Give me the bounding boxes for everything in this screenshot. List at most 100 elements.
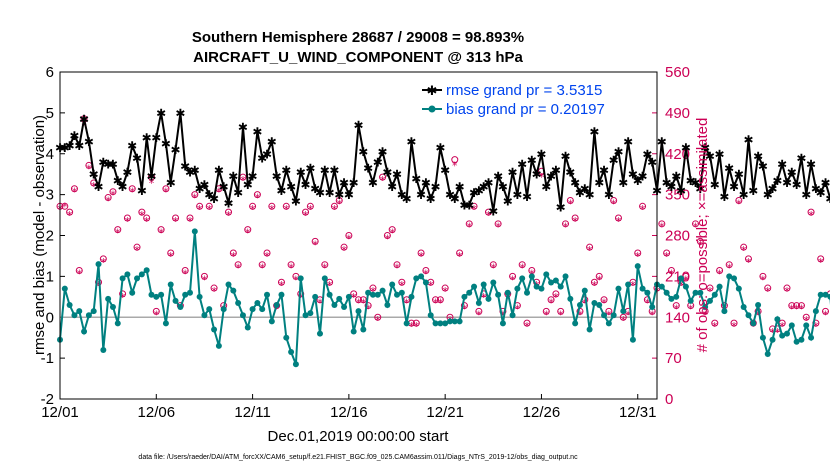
right-y-tick-label: 490 [665, 105, 690, 122]
rmse-point: ✱ [758, 160, 768, 174]
obs-assimilated-point: * [601, 297, 607, 310]
bias-point [442, 320, 449, 327]
obs-assimilated-point: * [558, 308, 564, 321]
obs-assimilated-point: * [414, 320, 420, 333]
rmse-point: ✱ [739, 188, 749, 202]
rmse-point: ✱ [387, 180, 397, 194]
obs-assimilated-point: * [105, 194, 111, 207]
obs-assimilated-point: * [168, 250, 174, 263]
obs-possible-point [191, 191, 199, 199]
rmse-point: ✱ [541, 180, 551, 194]
rmse-point: ✱ [705, 149, 715, 163]
obs-assimilated-point: * [616, 215, 622, 228]
bias-point [509, 312, 516, 319]
bias-point [302, 312, 309, 319]
bias-point [239, 312, 246, 319]
y-tick-label: 0 [46, 309, 54, 326]
rmse-point: ✱ [406, 135, 416, 149]
rmse-point: ✱ [349, 176, 359, 190]
bias-point [326, 291, 333, 298]
rmse-point: ✱ [532, 168, 542, 182]
rmse-point: ✱ [609, 153, 619, 167]
obs-assimilated-point: * [736, 197, 742, 210]
bias-point [100, 346, 107, 353]
bias-point [731, 275, 738, 282]
obs-assimilated-point: * [341, 244, 347, 257]
obs-possible-point [104, 194, 112, 202]
rmse-point: ✱ [796, 151, 806, 165]
obs-possible-point [552, 290, 560, 298]
obs-assimilated-point: * [279, 279, 285, 292]
obs-assimilated-point: * [568, 197, 574, 210]
rmse-point: ✱ [618, 176, 628, 190]
obs-possible-point [258, 261, 266, 269]
rmse-point: ✱ [787, 166, 797, 180]
bias-point [750, 320, 757, 327]
obs-assimilated-markers: * ********** ******* **********************… [57, 119, 830, 339]
obs-assimilated-point: * [327, 279, 333, 292]
obs-possible-point [167, 249, 175, 257]
y-tick-label: 5 [46, 105, 54, 122]
obs-assimilated-point: * [442, 285, 448, 298]
obs-assimilated-point: * [794, 302, 800, 315]
obs-possible-point [547, 296, 555, 304]
obs-possible-point [586, 243, 594, 251]
obs-assimilated-point: * [332, 203, 338, 216]
rmse-point: ✱ [666, 180, 676, 194]
rmse-point: ✱ [411, 172, 421, 186]
obs-assimilated-point: * [625, 308, 631, 321]
left-y-axis: -2 -1 0 1 2 3 4 5 6 [41, 64, 65, 408]
rmse-point: ✱ [161, 137, 171, 151]
x-tick-label: 12/16 [330, 404, 368, 421]
right-y-tick-label: 70 [665, 350, 682, 367]
obs-assimilated-point: * [423, 267, 429, 280]
obs-possible-point [475, 307, 483, 315]
rmse-point: ✱ [825, 192, 830, 206]
bias-point [177, 304, 184, 311]
obs-assimilated-point: * [144, 215, 150, 228]
obs-assimilated-point: * [702, 308, 708, 321]
obs-possible-point [725, 261, 733, 269]
bias-point [167, 281, 174, 288]
obs-assimilated-point: * [693, 221, 699, 234]
obs-assimilated-point: * [356, 297, 362, 310]
obs-assimilated-point: * [163, 186, 169, 199]
bias-series [57, 228, 830, 368]
y-tick-label: 3 [46, 187, 54, 204]
bias-point [692, 289, 699, 296]
obs-possible-point [210, 284, 218, 292]
bias-point [499, 320, 506, 327]
rmse-point: ✱ [190, 164, 200, 178]
rmse-point: ✱ [329, 164, 339, 178]
obs-assimilated-point: * [823, 308, 829, 321]
bias-point [129, 289, 136, 296]
bias-point [186, 289, 193, 296]
rmse-point: ✱ [118, 180, 128, 194]
rmse-point: ✱ [180, 160, 190, 174]
obs-possible-point [249, 202, 257, 210]
bias-point [360, 326, 367, 333]
rmse-point: ✱ [325, 186, 335, 200]
rmse-point: ✱ [108, 157, 118, 171]
bias-point [244, 324, 251, 331]
bias-point [61, 285, 68, 292]
rmse-point: ✱ [690, 176, 700, 190]
y-tick-label: 1 [46, 268, 54, 285]
obs-possible-point [590, 278, 598, 286]
obs-possible-point [75, 267, 83, 275]
bias-point [514, 285, 521, 292]
bias-point [687, 297, 694, 304]
obs-assimilated-point: * [312, 238, 318, 251]
rmse-point: ✱ [681, 141, 691, 155]
obs-assimilated-point: * [77, 267, 83, 280]
rmse-point: ✱ [435, 141, 445, 155]
obs-assimilated-point: * [129, 186, 135, 199]
obs-assimilated-point: * [216, 186, 222, 199]
obs-assimilated-point: * [255, 192, 261, 205]
rmse-point: ✱ [743, 133, 753, 147]
obs-possible-point [186, 214, 194, 222]
bias-point [615, 285, 622, 292]
obs-assimilated-point: * [370, 285, 376, 298]
obs-assimilated-point: * [741, 244, 747, 257]
bias-point [721, 308, 728, 315]
